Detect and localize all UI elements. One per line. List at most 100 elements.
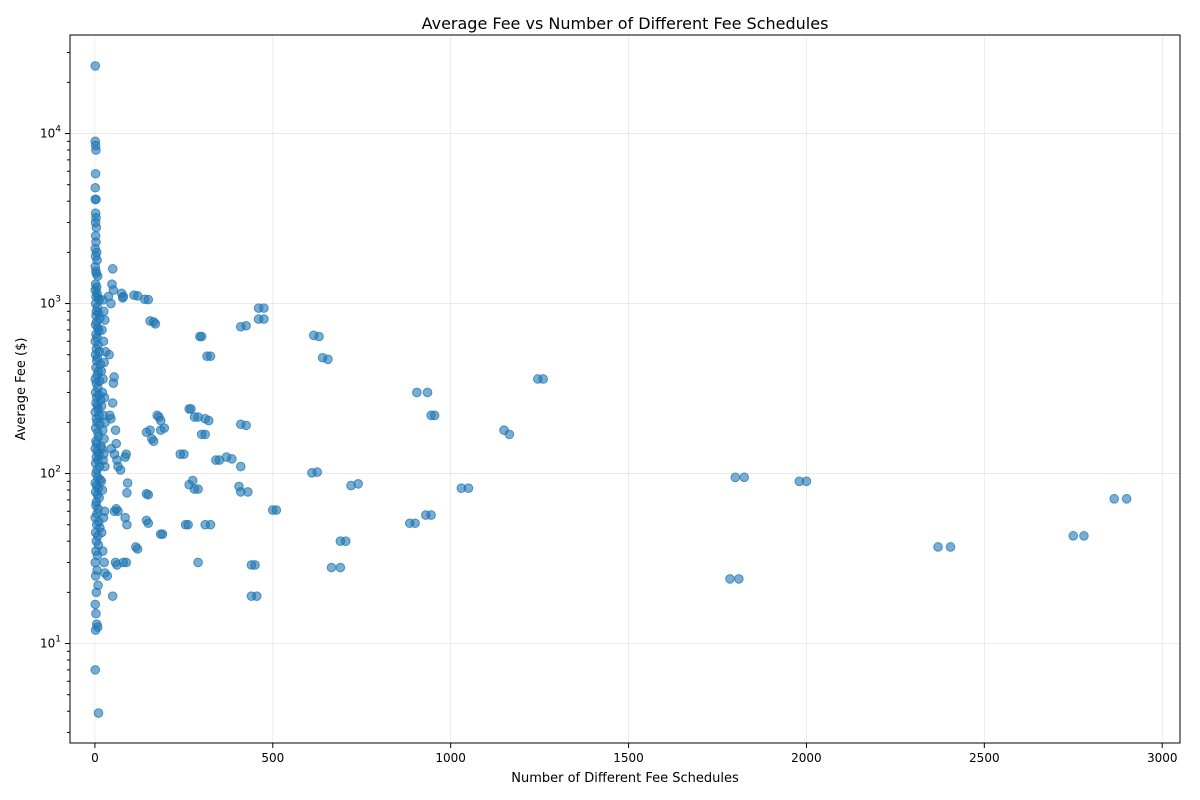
- data-point: [108, 378, 119, 389]
- chart-title: Average Fee vs Number of Different Fee S…: [422, 14, 829, 33]
- data-point: [91, 145, 101, 155]
- data-point: [183, 519, 193, 530]
- data-point: [241, 320, 251, 331]
- data-point: [205, 519, 216, 530]
- data-point: [91, 194, 101, 205]
- data-point: [90, 61, 101, 71]
- data-point: [90, 168, 101, 179]
- data-point: [340, 536, 351, 547]
- data-point: [200, 429, 210, 440]
- data-point: [155, 415, 166, 426]
- y-tick-label: 103: [40, 295, 61, 311]
- data-point: [259, 314, 269, 324]
- data-point: [106, 298, 116, 309]
- data-point: [241, 420, 251, 431]
- data-point: [122, 488, 132, 498]
- data-point: [90, 557, 101, 568]
- data-point: [90, 182, 101, 193]
- data-point: [463, 483, 474, 494]
- data-point: [99, 557, 109, 568]
- data-point: [193, 484, 203, 494]
- data-point: [1121, 494, 1132, 504]
- data-point: [143, 518, 154, 529]
- y-axis-label: Average Fee ($): [14, 338, 29, 441]
- data-point: [426, 510, 436, 520]
- data-point: [1068, 531, 1079, 541]
- data-point: [121, 557, 132, 568]
- data-point: [205, 351, 216, 362]
- data-point: [1079, 531, 1089, 541]
- data-point: [122, 478, 133, 488]
- data-point: [98, 512, 109, 523]
- data-point: [122, 519, 132, 530]
- data-point: [143, 294, 154, 305]
- data-point: [159, 423, 170, 433]
- data-point: [933, 542, 943, 552]
- data-point: [97, 325, 107, 335]
- data-point: [150, 319, 161, 329]
- data-point: [96, 401, 107, 411]
- scatter-points: [90, 61, 1132, 718]
- data-point: [945, 542, 956, 552]
- data-point: [235, 461, 246, 472]
- x-axis-ticks: 0 500 1000 1500 2000 2500 3000: [91, 743, 1177, 765]
- data-point: [410, 518, 420, 529]
- data-point: [730, 472, 741, 483]
- data-point: [504, 429, 515, 440]
- data-point: [99, 357, 109, 368]
- data-point: [113, 506, 123, 517]
- data-point: [91, 608, 101, 619]
- x-tick-label: 1000: [435, 751, 466, 765]
- data-point: [323, 354, 333, 365]
- data-point: [259, 303, 269, 313]
- data-point: [118, 291, 129, 302]
- data-point: [725, 574, 735, 584]
- data-point: [98, 336, 109, 347]
- data-point: [196, 331, 207, 342]
- data-point: [187, 475, 198, 486]
- plot-frame: [69, 34, 1181, 744]
- data-point: [102, 571, 113, 581]
- data-point: [422, 387, 433, 398]
- data-point: [326, 562, 337, 573]
- data-point: [412, 387, 422, 398]
- data-point: [115, 465, 126, 475]
- data-point: [186, 404, 196, 414]
- x-axis-label: Number of Different Fee Schedules: [511, 771, 739, 786]
- data-point: [110, 425, 121, 435]
- y-tick-label: 104: [40, 125, 61, 141]
- data-point: [106, 413, 116, 424]
- data-point: [104, 349, 114, 360]
- data-point: [100, 315, 110, 325]
- data-point: [98, 374, 108, 384]
- data-point: [107, 264, 118, 274]
- data-point: [92, 271, 103, 281]
- data-point: [99, 434, 109, 444]
- data-point: [312, 467, 323, 477]
- data-point: [157, 529, 168, 539]
- data-point: [96, 476, 107, 487]
- data-point: [143, 489, 154, 500]
- x-tick-label: 2500: [969, 751, 1000, 765]
- data-point: [96, 527, 107, 538]
- data-point: [243, 487, 253, 497]
- x-tick-label: 500: [261, 751, 284, 765]
- data-point: [739, 472, 749, 483]
- data-point: [193, 557, 203, 568]
- y-tick-label: 102: [40, 465, 61, 481]
- data-point: [353, 479, 363, 489]
- data-point: [107, 398, 118, 408]
- data-point: [99, 392, 110, 403]
- data-point: [111, 438, 122, 449]
- data-point: [145, 425, 155, 435]
- data-point: [314, 331, 324, 342]
- data-point: [91, 587, 102, 598]
- data-point: [179, 449, 189, 459]
- data-point: [121, 449, 132, 459]
- x-tick-label: 3000: [1147, 751, 1178, 765]
- data-point: [90, 665, 101, 675]
- data-point: [97, 485, 108, 495]
- data-point: [271, 505, 282, 515]
- data-point: [100, 461, 110, 472]
